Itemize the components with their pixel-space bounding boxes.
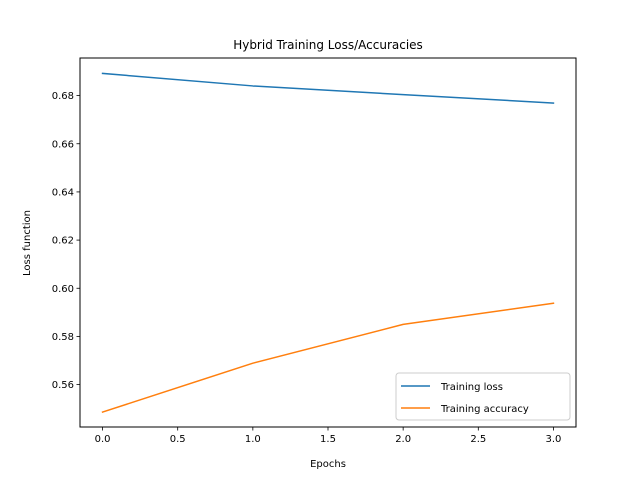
axis-ticks: 0.0 0.5 1.0 1.5 2.0 2.5 3.0 0.56 0.58 0.60 0.62 0.6… — [52, 91, 562, 445]
y-tick-label: 0.68 — [52, 91, 74, 102]
x-tick-label: 3.0 — [546, 434, 562, 445]
series-line-training-loss — [101, 72, 555, 104]
legend-label-training-loss: Training loss — [440, 382, 503, 393]
legend-box — [395, 372, 571, 421]
y-tick-label: 0.60 — [52, 284, 74, 295]
y-axis-label: Loss function — [22, 210, 33, 276]
chart-title: Hybrid Training Loss/Accuracies — [233, 38, 423, 52]
y-tick-label: 0.64 — [52, 188, 74, 199]
x-axis-label: Epochs — [310, 459, 346, 470]
series-line-training-accuracy — [101, 302, 555, 414]
x-tick-label: 0.0 — [95, 434, 111, 445]
x-tick-label: 1.0 — [245, 434, 261, 445]
y-tick-label: 0.56 — [52, 380, 74, 391]
y-tick-label: 0.66 — [52, 139, 74, 150]
x-tick-label: 1.5 — [320, 434, 336, 445]
legend-label-training-accuracy: Training accuracy — [440, 404, 529, 415]
x-tick-label: 0.5 — [170, 434, 186, 445]
plot-area — [101, 72, 555, 414]
y-tick-label: 0.62 — [52, 236, 74, 247]
legend: Training loss Training accuracy — [395, 372, 571, 421]
x-tick-label: 2.0 — [395, 434, 411, 445]
x-tick-label: 2.5 — [470, 434, 486, 445]
y-tick-label: 0.58 — [52, 332, 74, 343]
